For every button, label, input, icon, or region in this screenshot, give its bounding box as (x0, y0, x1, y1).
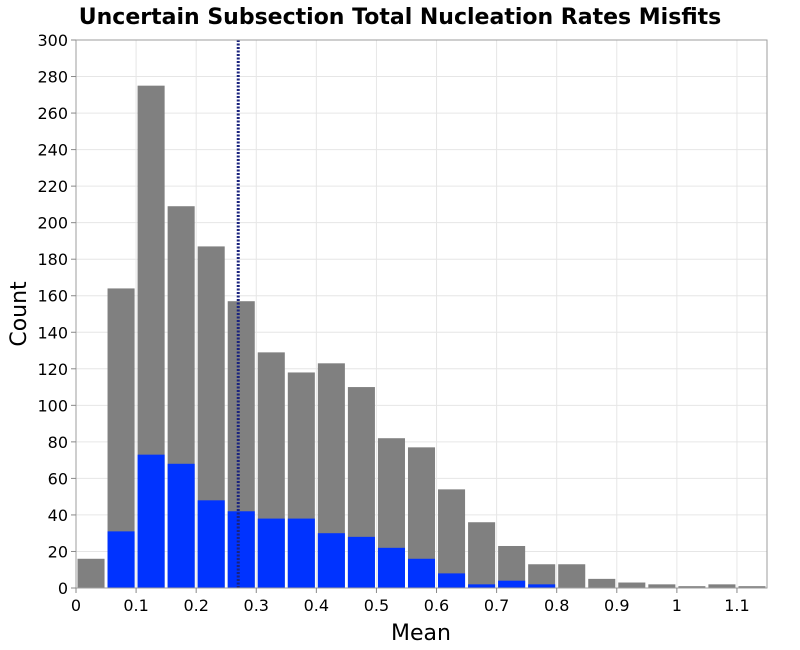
x-tick-label: 0.6 (424, 596, 449, 615)
plot-frame (75, 39, 768, 589)
x-tick-label: 1.1 (724, 596, 749, 615)
y-axis-label: Count (7, 281, 32, 347)
y-tick-label: 0 (58, 579, 68, 598)
bar-series-2 (498, 580, 526, 588)
bar-series-1 (618, 582, 646, 588)
bar-series-2 (347, 536, 375, 588)
bar-series-1 (738, 586, 766, 588)
x-tick-label: 0.3 (244, 596, 269, 615)
y-tick-label: 80 (48, 433, 68, 452)
bar-series-1 (528, 564, 556, 588)
y-tick-label: 240 (37, 141, 68, 160)
bar-series-2 (438, 573, 466, 588)
chart-title: Uncertain Subsection Total Nucleation Ra… (79, 5, 721, 30)
y-tick-label: 220 (37, 177, 68, 196)
bar-series-2 (257, 518, 285, 588)
bar-series-2 (197, 500, 225, 588)
bar-series-2 (227, 511, 255, 588)
y-tick-label: 40 (48, 506, 68, 525)
bar-series-2 (287, 518, 315, 588)
bar-series-2 (137, 454, 165, 588)
bar-series-2 (317, 533, 345, 588)
y-tick-label: 120 (37, 360, 68, 379)
bar-series-2 (468, 584, 496, 588)
bar-series-1 (438, 489, 466, 588)
x-tick-label: 0 (71, 596, 81, 615)
x-tick-label: 1 (672, 596, 682, 615)
bar-series-1 (77, 558, 105, 588)
x-tick-label: 0.9 (604, 596, 629, 615)
bar-series-2 (407, 558, 436, 588)
bar-series-1 (558, 564, 586, 588)
x-tick-label: 0.5 (364, 596, 389, 615)
bar-series-1 (648, 584, 676, 588)
y-tick-label: 300 (37, 31, 68, 50)
bar-series-1 (678, 586, 706, 588)
y-tick-label: 260 (37, 104, 68, 123)
x-tick-label: 0.1 (123, 596, 148, 615)
x-tick-label: 0.2 (183, 596, 208, 615)
bar-series-2 (528, 584, 556, 588)
y-tick-label: 20 (48, 542, 68, 561)
x-tick-label: 0.7 (484, 596, 509, 615)
x-axis-ticks: 0 0.1 0.2 0.3 0.4 0.5 0.6 0.7 0.8 0.9 1 1.1 (71, 588, 750, 615)
y-tick-label: 200 (37, 214, 68, 233)
y-tick-label: 100 (37, 396, 68, 415)
y-tick-label: 60 (48, 469, 68, 488)
y-tick-label: 180 (37, 250, 68, 269)
bar-series-1 (468, 522, 496, 588)
y-tick-label: 160 (37, 287, 68, 306)
bar-series-2 (107, 531, 135, 588)
bar-group (77, 85, 766, 589)
x-axis-label: Mean (391, 621, 451, 646)
bar-series-2 (377, 547, 405, 588)
x-tick-label: 0.4 (304, 596, 329, 615)
y-tick-label: 140 (37, 323, 68, 342)
bar-series-1 (588, 578, 616, 588)
y-tick-label: 280 (37, 68, 68, 87)
x-tick-label: 0.8 (544, 596, 569, 615)
bar-series-2 (167, 463, 195, 588)
y-axis-ticks: 0 20 40 60 80 100 120 140 160 180 200 220 240 260 280 3… (37, 31, 76, 598)
bar-series-1 (708, 584, 736, 588)
